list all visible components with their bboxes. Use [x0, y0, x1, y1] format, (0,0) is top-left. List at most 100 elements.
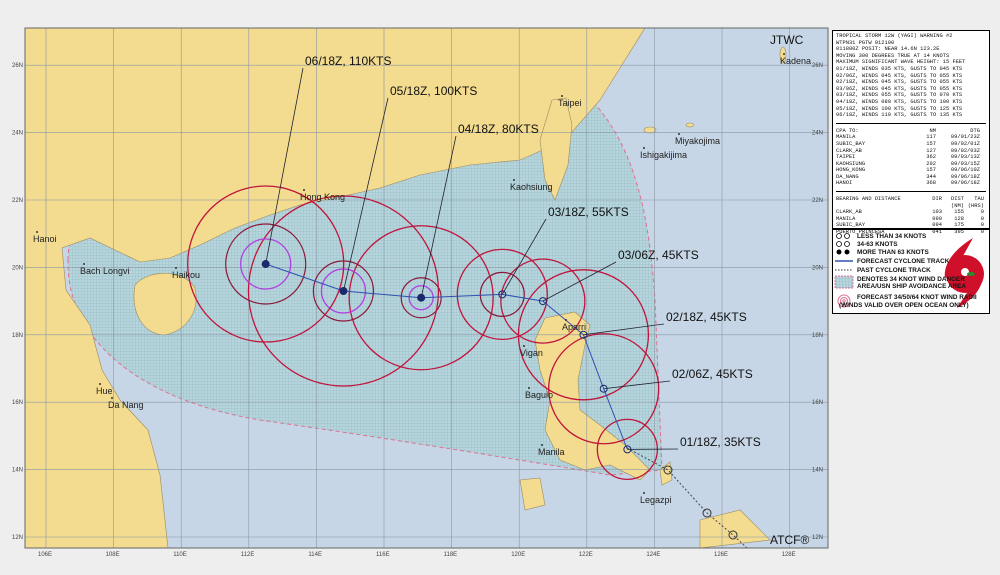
radius-50kt — [400, 277, 442, 319]
cpa-row: HANOI 368 09/06/18Z — [836, 180, 986, 187]
radius-34kt — [456, 248, 548, 341]
forecast-position-marker — [579, 330, 588, 339]
forecast-position-marker — [339, 286, 348, 295]
warning-line: TROPICAL STORM 12W (YAGI) WARNING #2 — [836, 33, 953, 39]
city-marker — [643, 147, 645, 149]
cpa-row-cell: 362 — [926, 154, 936, 161]
bearing-header-cell: DIR — [932, 196, 942, 203]
cpa-row-cell: 117 — [926, 134, 936, 141]
jtwc-seal-icon — [944, 238, 984, 308]
legend-forecast-track: FORECAST CYCLONE TRACK — [857, 258, 950, 265]
bearing-row-cell: 0 — [980, 229, 984, 236]
cpa-header: CPA TO: NM DTG — [836, 128, 986, 135]
forecast-position-marker — [599, 384, 608, 393]
warning-line: 02/18Z, WINDS 045 KTS, GUSTS TO 055 KTS — [836, 79, 963, 86]
radius-50kt — [479, 271, 525, 317]
bearing-row-cell: 041 — [932, 229, 942, 236]
lon-tick-label: 124E — [646, 552, 660, 558]
bearing-row: SUBIC_BAY 094 175 0 — [836, 222, 986, 229]
cpa-row: TAIPEI 362 09/03/13Z — [836, 154, 986, 161]
34-63-knots-icon — [836, 241, 850, 247]
city-label: Taipei — [558, 98, 582, 108]
bearing-row-cell: 0 — [980, 215, 984, 222]
cpa-row-cell: 09/02/01Z — [950, 140, 980, 147]
label-leader-line — [501, 218, 547, 295]
city-marker — [783, 53, 785, 55]
forecast-point-label: 03/18Z, 55KTS — [548, 205, 629, 219]
forecast-position-marker — [261, 260, 270, 269]
lat-tick-label-left: 20N — [12, 265, 23, 271]
lon-tick-label: 128E — [782, 552, 796, 558]
cpa-row-cell: SUBIC_BAY — [836, 140, 866, 147]
bearing-row-cell: 395 — [954, 229, 964, 236]
hainan-island — [133, 273, 197, 336]
cpa-row-cell: 09/01/23Z — [950, 134, 980, 141]
past-position-marker — [702, 508, 712, 518]
land — [25, 28, 787, 548]
forecast-point-label: 02/18Z, 45KTS — [666, 310, 747, 324]
lon-tick-label: 110E — [173, 552, 187, 558]
cpa-row-cell: HANOI — [836, 180, 853, 187]
forecast-position-marker — [498, 290, 507, 299]
cpa-row-cell: 157 — [926, 140, 936, 147]
bearing-row-cell: 175 — [954, 222, 964, 229]
cpa-header-cell: NM — [929, 127, 936, 134]
cpa-row: KAOHSIUNG 202 09/03/15Z — [836, 161, 986, 168]
lat-tick-label-right: 14N — [812, 468, 823, 474]
radius-34kt — [348, 225, 494, 371]
lat-tick-label-left: 22N — [12, 198, 23, 204]
legend-danger-area-1: DENOTES 34 KNOT WIND DANGER — [857, 276, 965, 283]
lon-tick-label: 126E — [714, 552, 728, 558]
cpa-row-cell: 202 — [926, 160, 936, 167]
warning-line: MAXIMUM SIGNIFICANT WAVE HEIGHT: 15 FEET — [836, 59, 966, 66]
warning-line: WTPN31 PGTW 012100 — [836, 39, 895, 46]
cpa-row-cell: 127 — [926, 147, 936, 154]
lat-tick-label-right: 18N — [812, 333, 823, 339]
lat-tick-label-left: 12N — [12, 535, 23, 541]
city-label: Haikou — [172, 270, 200, 280]
city-label: Manila — [538, 447, 565, 457]
bearing-row: PUERTO_PRINCESA 041 395 0 — [836, 229, 986, 236]
warning-line: 03/18Z, WINDS 055 KTS, GUSTS TO 070 KTS — [836, 92, 963, 99]
bearing-row-cell: 090 — [932, 215, 942, 222]
past-position-marker — [663, 465, 673, 475]
wind-radii — [187, 185, 660, 481]
city-label: Da Nang — [108, 400, 144, 410]
label-leader-line — [420, 135, 457, 298]
label-leader-line — [603, 380, 671, 390]
city-marker — [565, 319, 567, 321]
lat-tick-label-right: 16N — [812, 400, 823, 406]
bearing-row-cell: CLARK_AB — [836, 209, 862, 216]
cpa-row-cell: 368 — [926, 180, 936, 187]
city-marker — [678, 133, 680, 135]
past-position-marker — [728, 530, 738, 540]
legend-34-63: 34-63 KNOTS — [857, 241, 898, 248]
lat-tick-label-right: 24N — [812, 131, 823, 137]
forecast-position-marker — [623, 445, 632, 454]
bearing-units-cell — [926, 203, 942, 210]
bearing-row-cell: 103 — [932, 209, 942, 216]
bearing-table: BEARING AND DISTANCE DIR DIST TAU (NM) (HRS) C… — [833, 194, 989, 238]
lon-tick-label: 108E — [106, 552, 120, 558]
warning-line: 05/18Z, WINDS 100 KTS, GUSTS TO 125 KTS — [836, 105, 963, 112]
wind-radii-icon — [837, 294, 851, 308]
bearing-row-cell: 0 — [980, 222, 984, 229]
bearing-units-cell — [836, 203, 926, 210]
legend-wind-radii-2: (WINDS VALID OVER OPEN OCEAN ONLY) — [839, 302, 969, 309]
city-label: Kaohsiung — [510, 182, 553, 192]
radius-34kt — [548, 333, 660, 445]
forecast-point-label: 02/06Z, 45KTS — [672, 367, 753, 381]
lat-tick-label-right: 12N — [812, 535, 823, 541]
forecast-point-label: 05/18Z, 100KTS — [390, 84, 477, 98]
bearing-row: MANILA 090 128 0 — [836, 216, 986, 223]
legend-more-than-63: MORE THAN 63 KNOTS — [857, 249, 929, 256]
warning-line: 011800Z POSIT: NEAR 14.6N 123.2E — [836, 46, 940, 53]
lat-tick-label-right: 20N — [812, 265, 823, 271]
cpa-row: CLARK_AB 127 09/02/03Z — [836, 148, 986, 155]
bearing-row-cell: MANILA — [836, 215, 856, 222]
label-leader-line — [343, 97, 389, 292]
legend: LESS THAN 34 KNOTS 34-63 KNOTS MORE THAN… — [833, 228, 989, 316]
bearing-header-cell: TAU — [974, 196, 984, 203]
legend-less-than-34: LESS THAN 34 KNOTS — [857, 233, 927, 240]
